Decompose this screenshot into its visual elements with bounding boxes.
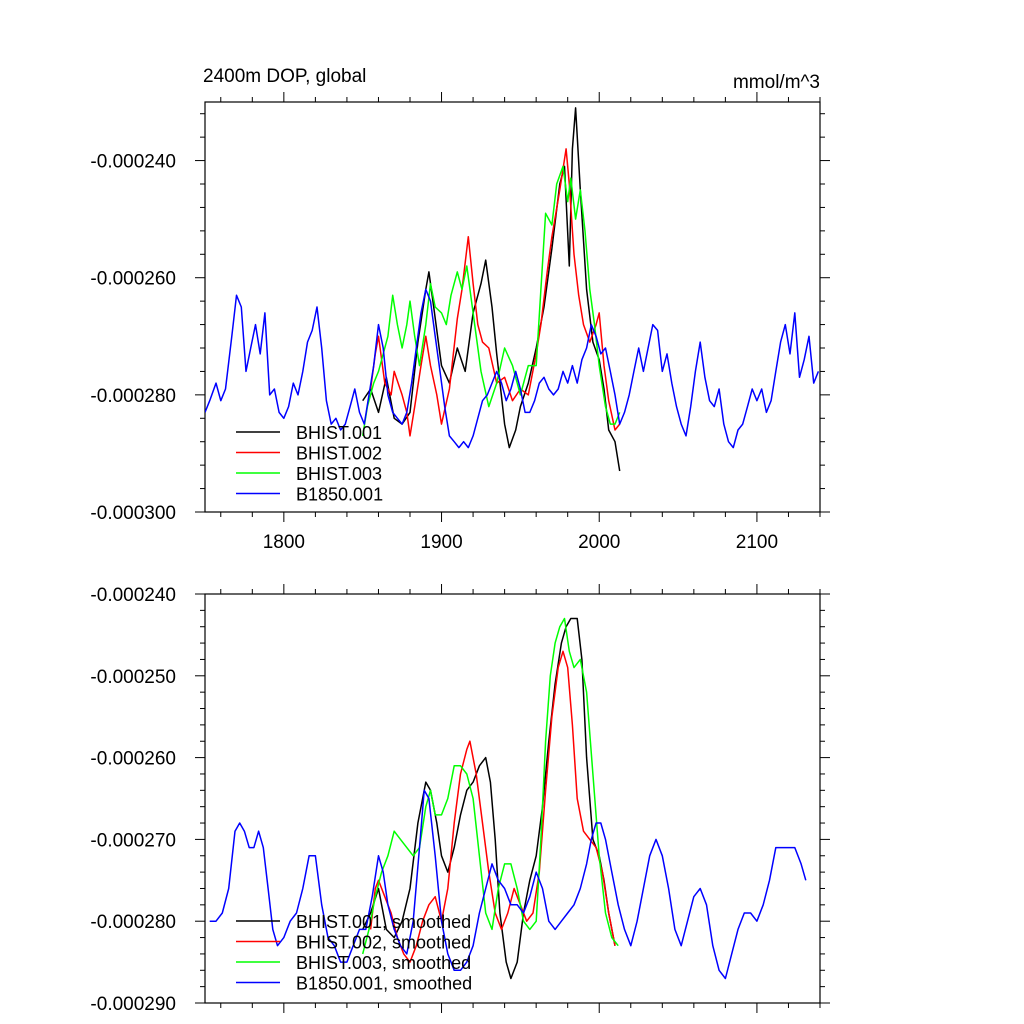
top-panel: 1800 1900 2000 2100 -0.000240 -0.000260 -0.000…: [90, 66, 830, 553]
series-line-bhist-002-smoothed: [369, 650, 616, 963]
units-label: mmol/m^3: [733, 72, 820, 93]
bottom-panel: -0.000240 -0.000250 -0.000260 -0.000270 -0.0…: [90, 584, 830, 1015]
x-tick-label: 1800: [263, 532, 305, 553]
legend-label: B1850.001: [296, 485, 383, 505]
series-line-bhist-001-smoothed: [362, 617, 616, 980]
legend-label: BHIST.002: [296, 444, 382, 464]
series-line-bhist-003: [361, 165, 621, 437]
legend-label: BHIST.002, smoothed: [296, 933, 471, 953]
x-tick-label: 2000: [578, 532, 620, 553]
legend-label: BHIST.003: [296, 464, 382, 484]
legend-label: BHIST.003, smoothed: [296, 953, 471, 973]
series-line-b1850-001-smoothed: [209, 789, 807, 980]
y-tick-label: -0.000270: [90, 830, 176, 851]
series-line-bhist-001: [362, 107, 621, 472]
y-tick-label: -0.000240: [90, 152, 176, 173]
y-tick-label: -0.000260: [90, 269, 176, 290]
y-tick-label: -0.000260: [90, 749, 176, 770]
y-tick-label: -0.000240: [90, 585, 176, 606]
chart-title: 2400m DOP, global: [203, 66, 366, 87]
series-line-bhist-002: [369, 148, 621, 437]
series-line-bhist-003-smoothed: [361, 617, 619, 955]
y-tick-label: -0.000300: [90, 503, 176, 524]
legend-label: BHIST.001, smoothed: [296, 912, 471, 932]
y-tick-label: -0.000280: [90, 386, 176, 407]
y-tick-label: -0.000250: [90, 667, 176, 688]
plot-frame: [204, 101, 821, 513]
x-tick-label: 1900: [420, 532, 462, 553]
y-tick-label: -0.000290: [90, 994, 176, 1015]
plot-frame: [204, 593, 821, 1004]
x-tick-label: 2100: [736, 532, 778, 553]
legend-label: B1850.001, smoothed: [296, 974, 472, 994]
legend-label: BHIST.001: [296, 423, 382, 443]
y-tick-label: -0.000280: [90, 912, 176, 933]
series-line-b1850-001: [205, 288, 820, 449]
